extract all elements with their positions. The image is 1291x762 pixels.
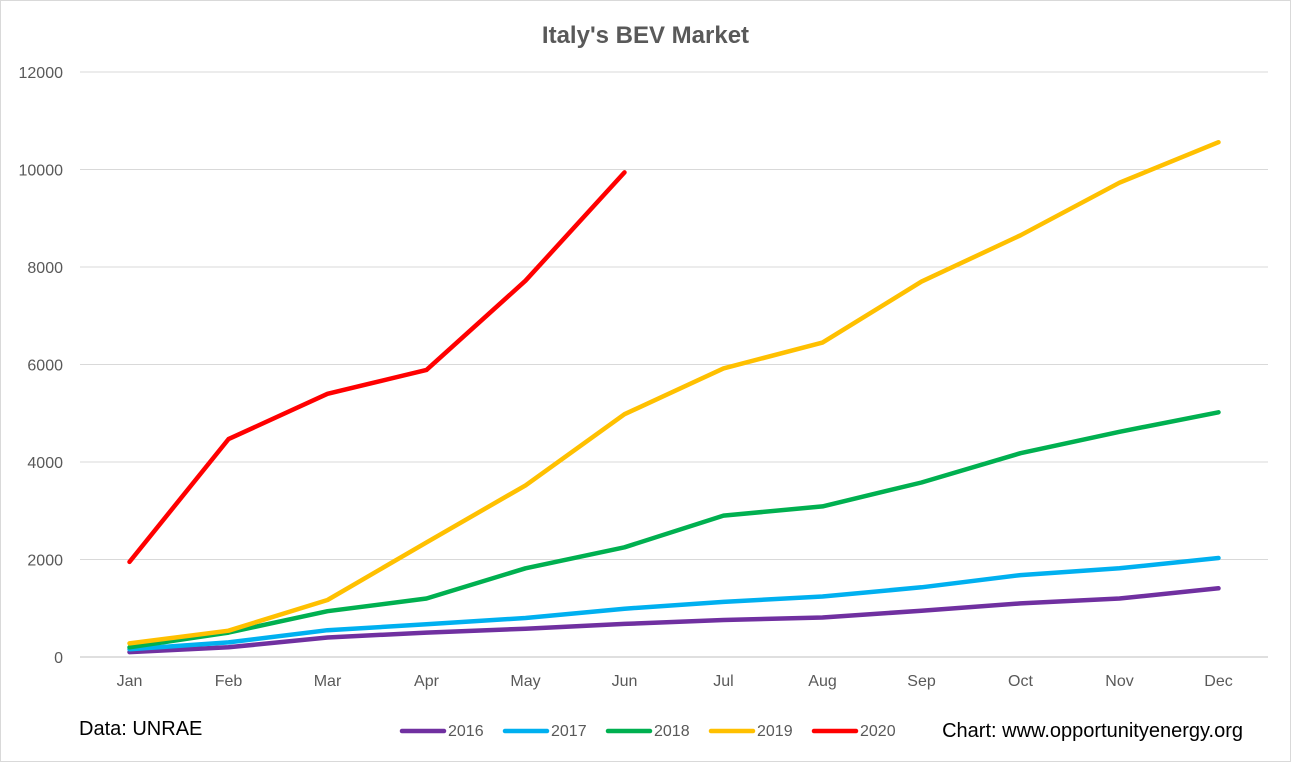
legend-label: 2017 (551, 723, 587, 740)
x-tick-label: Aug (808, 673, 836, 690)
series-line-2017 (127, 555, 1221, 652)
series-line-2019 (127, 139, 1221, 646)
y-tick-label: 8000 (27, 260, 63, 277)
y-tick-label: 4000 (27, 455, 63, 472)
y-axis: 0 2000 4000 6000 8000 10000 12000 (19, 65, 64, 667)
chart-credit-note: Chart: www.opportunityenergy.org (942, 720, 1243, 742)
legend-label: 2020 (860, 723, 896, 740)
legend-item-2017: 2017 (502, 723, 587, 740)
y-tick-label: 10000 (19, 163, 64, 180)
legend-item-2019: 2019 (708, 723, 793, 740)
y-tick-label: 12000 (19, 65, 64, 82)
legend-label: 2018 (654, 723, 690, 740)
data-source-note: Data: UNRAE (79, 718, 203, 740)
legend-item-2020: 2020 (811, 723, 896, 740)
y-tick-label: 0 (54, 650, 63, 667)
x-tick-label: Dec (1204, 673, 1232, 690)
x-tick-label: Apr (414, 673, 440, 690)
x-tick-label: Sep (907, 673, 936, 690)
legend-label: 2016 (448, 723, 484, 740)
x-tick-label: May (510, 673, 540, 690)
x-tick-label: Oct (1008, 673, 1033, 690)
gridlines (80, 71, 1268, 658)
y-tick-label: 6000 (27, 358, 63, 375)
x-axis: Jan Feb Mar Apr May Jun Jul Aug Sep Oct Nov Dec (117, 673, 1233, 690)
legend: 2016 2017 2018 2019 2020 (399, 723, 896, 740)
x-tick-label: Jun (612, 673, 638, 690)
x-tick-label: Feb (215, 673, 243, 690)
y-tick-label: 2000 (27, 553, 63, 570)
chart-title: Italy's BEV Market (541, 22, 750, 49)
x-tick-label: Nov (1105, 673, 1133, 690)
x-tick-label: Jul (713, 673, 733, 690)
legend-item-2018: 2018 (605, 723, 690, 740)
series-line-2020 (127, 170, 627, 565)
series-lines (127, 139, 1221, 655)
x-tick-label: Jan (117, 673, 143, 690)
series-line-2018 (127, 410, 1221, 650)
series-line-2016 (127, 586, 1221, 655)
legend-item-2016: 2016 (399, 723, 484, 740)
x-tick-label: Mar (314, 673, 342, 690)
legend-label: 2019 (757, 723, 793, 740)
